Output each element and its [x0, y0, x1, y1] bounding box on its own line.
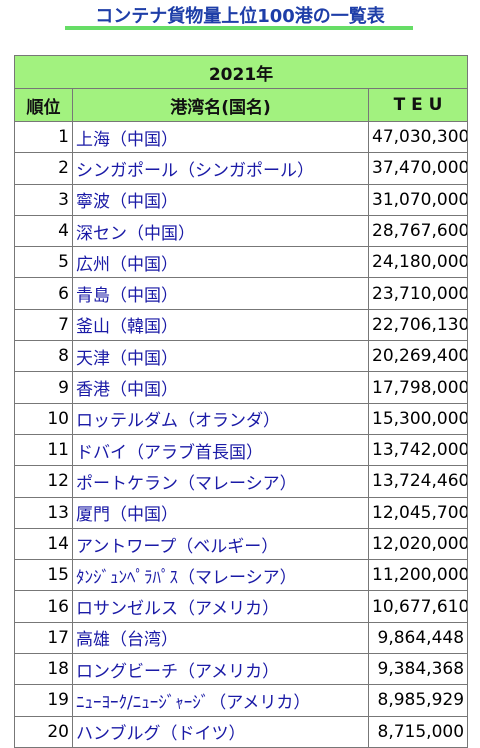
table-row: 13 厦門（中国） 12,045,700	[14, 496, 469, 529]
teu-cell: 13,742,000	[367, 433, 469, 467]
port-name-cell[interactable]: ロングビーチ（アメリカ）	[72, 653, 369, 686]
table-row: 2 シンガポール（シンガポール） 37,470,000	[14, 152, 469, 185]
table-row: 18 ロングビーチ（アメリカ） 9,384,368	[14, 653, 469, 686]
port-name-cell[interactable]: シンガポール（シンガポール）	[72, 152, 369, 185]
port-name-cell[interactable]: ポートケラン（マレーシア）	[72, 465, 369, 498]
table-row: 12 ポートケラン（マレーシア） 13,724,460	[14, 465, 469, 498]
table-row: 8 天津（中国） 20,269,400	[14, 340, 469, 373]
rank-cell: 15	[14, 559, 73, 592]
table-row: 6 青島（中国） 23,710,000	[14, 277, 469, 310]
teu-cell: 47,030,300	[367, 120, 469, 154]
rank-cell: 8	[14, 340, 73, 373]
teu-cell: 10,677,610	[367, 590, 469, 623]
teu-cell: 8,985,929	[367, 684, 469, 717]
column-header: 港湾名(国名)	[72, 88, 369, 122]
port-name-cell[interactable]: 青島（中国）	[72, 277, 369, 310]
teu-cell: 31,070,000	[367, 183, 469, 216]
title-underline	[65, 26, 413, 30]
teu-cell: 8,715,000	[367, 715, 469, 748]
rank-cell: 6	[14, 277, 73, 310]
table-row: 16 ロサンゼルス（アメリカ） 10,677,610	[14, 590, 469, 623]
rank-cell: 2	[14, 152, 73, 185]
teu-cell: 11,200,000	[367, 559, 469, 592]
port-name-cell[interactable]: ハンブルグ（ドイツ）	[72, 715, 369, 748]
table-row: 7 釜山（韓国） 22,706,130	[14, 308, 469, 342]
table-row: 14 アントワープ（ベルギー） 12,020,000	[14, 527, 469, 561]
port-table: 2021年 順位 港湾名(国名) T E U 1 上海（中国） 47,030,300 2 シ…	[13, 55, 469, 748]
table-caption: 2021年	[13, 55, 469, 89]
port-name-cell[interactable]: 上海（中国）	[72, 120, 369, 154]
teu-cell: 28,767,600	[367, 214, 469, 248]
rank-cell: 10	[14, 402, 73, 435]
rank-cell: 18	[14, 653, 73, 686]
teu-cell: 37,470,000	[367, 152, 469, 185]
port-name-cell[interactable]: 釜山（韓国）	[72, 308, 369, 342]
port-name-cell[interactable]: 寧波（中国）	[72, 183, 369, 216]
port-name-cell[interactable]: 深セン（中国）	[72, 214, 369, 248]
header-row: 順位 港湾名(国名) T E U	[14, 88, 469, 122]
column-header: T E U	[367, 88, 469, 122]
port-name-cell[interactable]: 広州（中国）	[72, 246, 369, 279]
port-name-cell[interactable]: 高雄（台湾）	[72, 621, 369, 655]
teu-cell: 15,300,000	[367, 402, 469, 435]
port-name-cell[interactable]: 香港（中国）	[72, 371, 369, 404]
page-title: コンテナ貨物量上位100港の一覧表	[95, 6, 385, 27]
caption-row: 2021年	[13, 55, 469, 89]
rank-cell: 16	[14, 590, 73, 623]
port-name-cell[interactable]: アントワープ（ベルギー）	[72, 527, 369, 561]
rank-cell: 11	[14, 433, 73, 467]
rank-cell: 7	[14, 308, 73, 342]
table-row: 17 高雄（台湾） 9,864,448	[14, 621, 469, 655]
table-row: 1 上海（中国） 47,030,300	[14, 120, 469, 154]
rank-cell: 14	[14, 527, 73, 561]
rank-cell: 4	[14, 214, 73, 248]
port-name-cell[interactable]: ﾆｭｰﾖｰｸ/ﾆｭｰｼﾞｬｰｼﾞ（アメリカ）	[72, 684, 369, 717]
port-name-cell[interactable]: ﾀﾝｼﾞｭﾝﾍﾟﾗﾊﾟｽ（マレーシア）	[72, 559, 369, 592]
port-name-cell[interactable]: 厦門（中国）	[72, 496, 369, 529]
table-row: 5 広州（中国） 24,180,000	[14, 246, 469, 279]
rank-cell: 13	[14, 496, 73, 529]
table-row: 20 ハンブルグ（ドイツ） 8,715,000	[14, 715, 469, 748]
column-header: 順位	[14, 88, 73, 122]
table-body: 1 上海（中国） 47,030,300 2 シンガポール（シンガポール） 37,470,0…	[14, 120, 469, 748]
rank-cell: 12	[14, 465, 73, 498]
table-row: 9 香港（中国） 17,798,000	[14, 371, 469, 404]
table-row: 11 ドバイ（アラブ首長国） 13,742,000	[14, 433, 469, 467]
rank-cell: 5	[14, 246, 73, 279]
teu-cell: 17,798,000	[367, 371, 469, 404]
rank-cell: 9	[14, 371, 73, 404]
port-name-cell[interactable]: ドバイ（アラブ首長国）	[72, 433, 369, 467]
teu-cell: 9,864,448	[367, 621, 469, 655]
teu-cell: 23,710,000	[367, 277, 469, 310]
teu-cell: 13,724,460	[367, 465, 469, 498]
teu-cell: 24,180,000	[367, 246, 469, 279]
table-row: 3 寧波（中国） 31,070,000	[14, 183, 469, 216]
rank-cell: 3	[14, 183, 73, 216]
table-row: 4 深セン（中国） 28,767,600	[14, 214, 469, 248]
port-name-cell[interactable]: ロサンゼルス（アメリカ）	[72, 590, 369, 623]
table-row: 15 ﾀﾝｼﾞｭﾝﾍﾟﾗﾊﾟｽ（マレーシア） 11,200,000	[14, 559, 469, 592]
teu-cell: 12,020,000	[367, 527, 469, 561]
table-row: 19 ﾆｭｰﾖｰｸ/ﾆｭｰｼﾞｬｰｼﾞ（アメリカ） 8,985,929	[14, 684, 469, 717]
rank-cell: 20	[14, 715, 73, 748]
teu-cell: 22,706,130	[367, 308, 469, 342]
rank-cell: 17	[14, 621, 73, 655]
rank-cell: 19	[14, 684, 73, 717]
teu-cell: 20,269,400	[367, 340, 469, 373]
teu-cell: 12,045,700	[367, 496, 469, 529]
port-name-cell[interactable]: ロッテルダム（オランダ）	[72, 402, 369, 435]
teu-cell: 9,384,368	[367, 653, 469, 686]
table-row: 10 ロッテルダム（オランダ） 15,300,000	[14, 402, 469, 435]
rank-cell: 1	[14, 120, 73, 154]
port-name-cell[interactable]: 天津（中国）	[72, 340, 369, 373]
